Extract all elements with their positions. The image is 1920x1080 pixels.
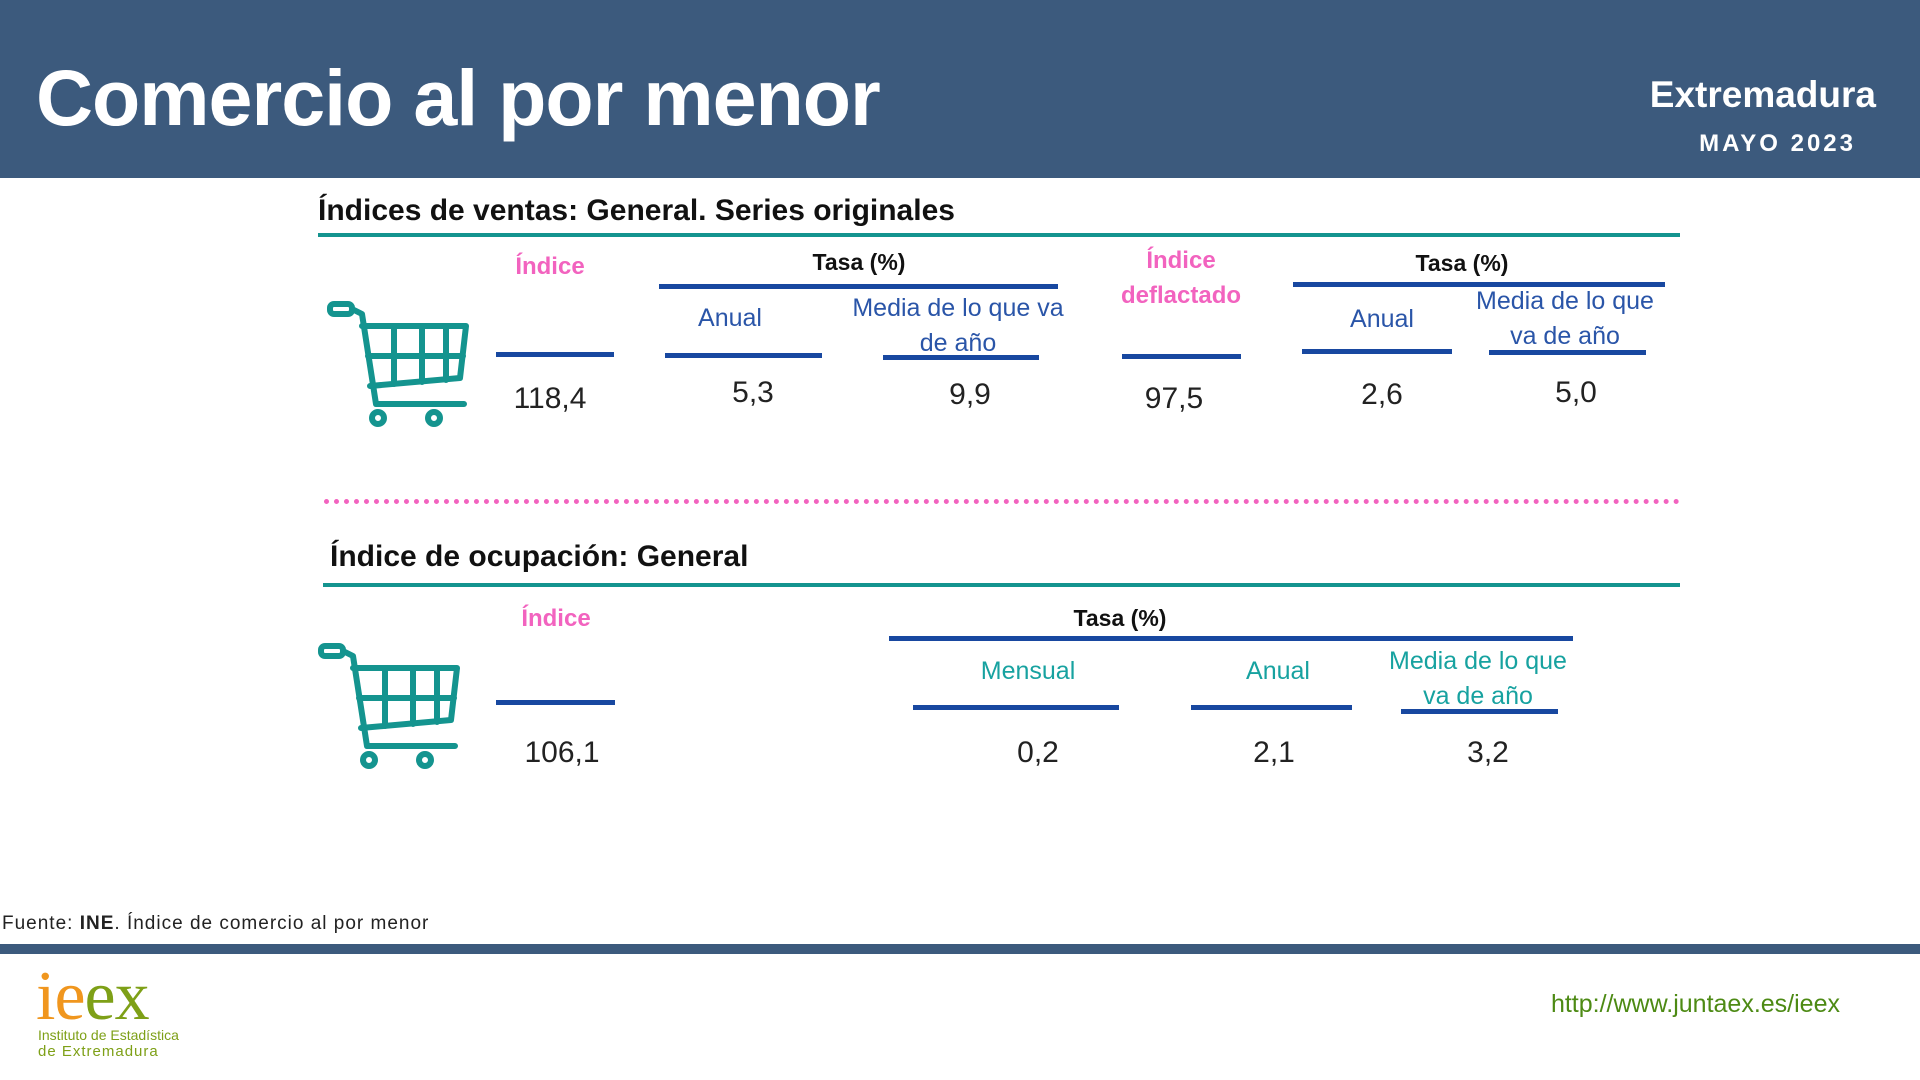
sales-media2-rule — [1489, 350, 1646, 355]
source-note: Fuente: INE. Índice de comercio al por m… — [2, 914, 429, 933]
occupation-index-rule — [496, 700, 615, 705]
sales-tasa-rule — [659, 284, 1058, 289]
sales-section-rule — [318, 233, 1680, 237]
sales-index-label: Índice — [515, 253, 585, 280]
sales-deflated-rule — [1122, 354, 1241, 359]
sales-anual-value: 5,3 — [732, 376, 774, 409]
sales-anual-label: Anual — [698, 304, 762, 332]
logo-subtitle-1: Instituto de Estadística — [38, 1027, 179, 1043]
occupation-media-label: Media de lo que va de año — [1389, 647, 1567, 710]
sales-tasa2-label: Tasa (%) — [1415, 250, 1509, 276]
sales-anual-rule — [665, 353, 822, 358]
occupation-mensual-rule — [913, 705, 1119, 710]
logo-text-green: ex — [84, 958, 150, 1035]
sales-deflated-value: 97,5 — [1144, 382, 1204, 415]
header-bar — [0, 0, 1920, 178]
section-divider — [324, 499, 1680, 504]
sales-media2-value: 5,0 — [1555, 376, 1597, 409]
occupation-media-value: 3,2 — [1467, 736, 1509, 769]
occupation-anual-rule — [1191, 705, 1352, 710]
occupation-mensual-value: 0,2 — [1017, 736, 1059, 769]
sales-deflated-label: Índice deflactado — [1120, 247, 1242, 309]
occupation-tasa-label: Tasa (%) — [1073, 605, 1167, 631]
source-rest: . Índice de comercio al por menor — [114, 913, 430, 934]
occupation-index-value: 106,1 — [524, 736, 600, 769]
logo-subtitle-2: de Extremadura — [38, 1043, 159, 1060]
logo-text-orange: ie — [36, 958, 86, 1035]
sales-anual2-rule — [1302, 349, 1452, 354]
source-prefix: Fuente: — [2, 913, 80, 934]
ieex-logo: ieex — [36, 962, 150, 1032]
source-org: INE — [79, 913, 115, 934]
period-label: MAYO 2023 — [1699, 130, 1856, 157]
occupation-tasa-rule — [889, 636, 1573, 641]
occupation-index-label: Índice — [521, 605, 591, 632]
region-label: Extremadura — [1649, 74, 1876, 115]
sales-index-value: 118,4 — [513, 382, 587, 415]
occupation-section-rule — [323, 583, 1680, 587]
sales-anual2-label: Anual — [1350, 305, 1414, 333]
sales-tasa-label: Tasa (%) — [812, 249, 906, 275]
sales-index-rule — [496, 352, 614, 357]
sales-media-rule — [883, 355, 1039, 360]
sales-media-label: Media de lo que va de año — [852, 294, 1064, 357]
occupation-anual-value: 2,1 — [1253, 736, 1295, 769]
occupation-anual-label: Anual — [1246, 657, 1310, 685]
shopping-cart-icon — [326, 298, 476, 428]
sales-anual2-value: 2,6 — [1361, 378, 1403, 411]
occupation-section-title: Índice de ocupación: General — [330, 540, 749, 573]
sales-section-title: Índices de ventas: General. Series origi… — [318, 194, 955, 227]
occupation-mensual-label: Mensual — [980, 657, 1076, 685]
sales-media2-label: Media de lo que va de año — [1476, 287, 1654, 350]
website-link[interactable]: http://www.juntaex.es/ieex — [1550, 990, 1840, 1018]
shopping-cart-icon — [317, 640, 467, 770]
footer-rule — [0, 944, 1920, 954]
occupation-media-rule — [1401, 709, 1558, 714]
page-title: Comercio al por menor — [36, 53, 881, 142]
sales-tasa2-rule — [1293, 282, 1665, 287]
sales-media-value: 9,9 — [949, 378, 991, 411]
